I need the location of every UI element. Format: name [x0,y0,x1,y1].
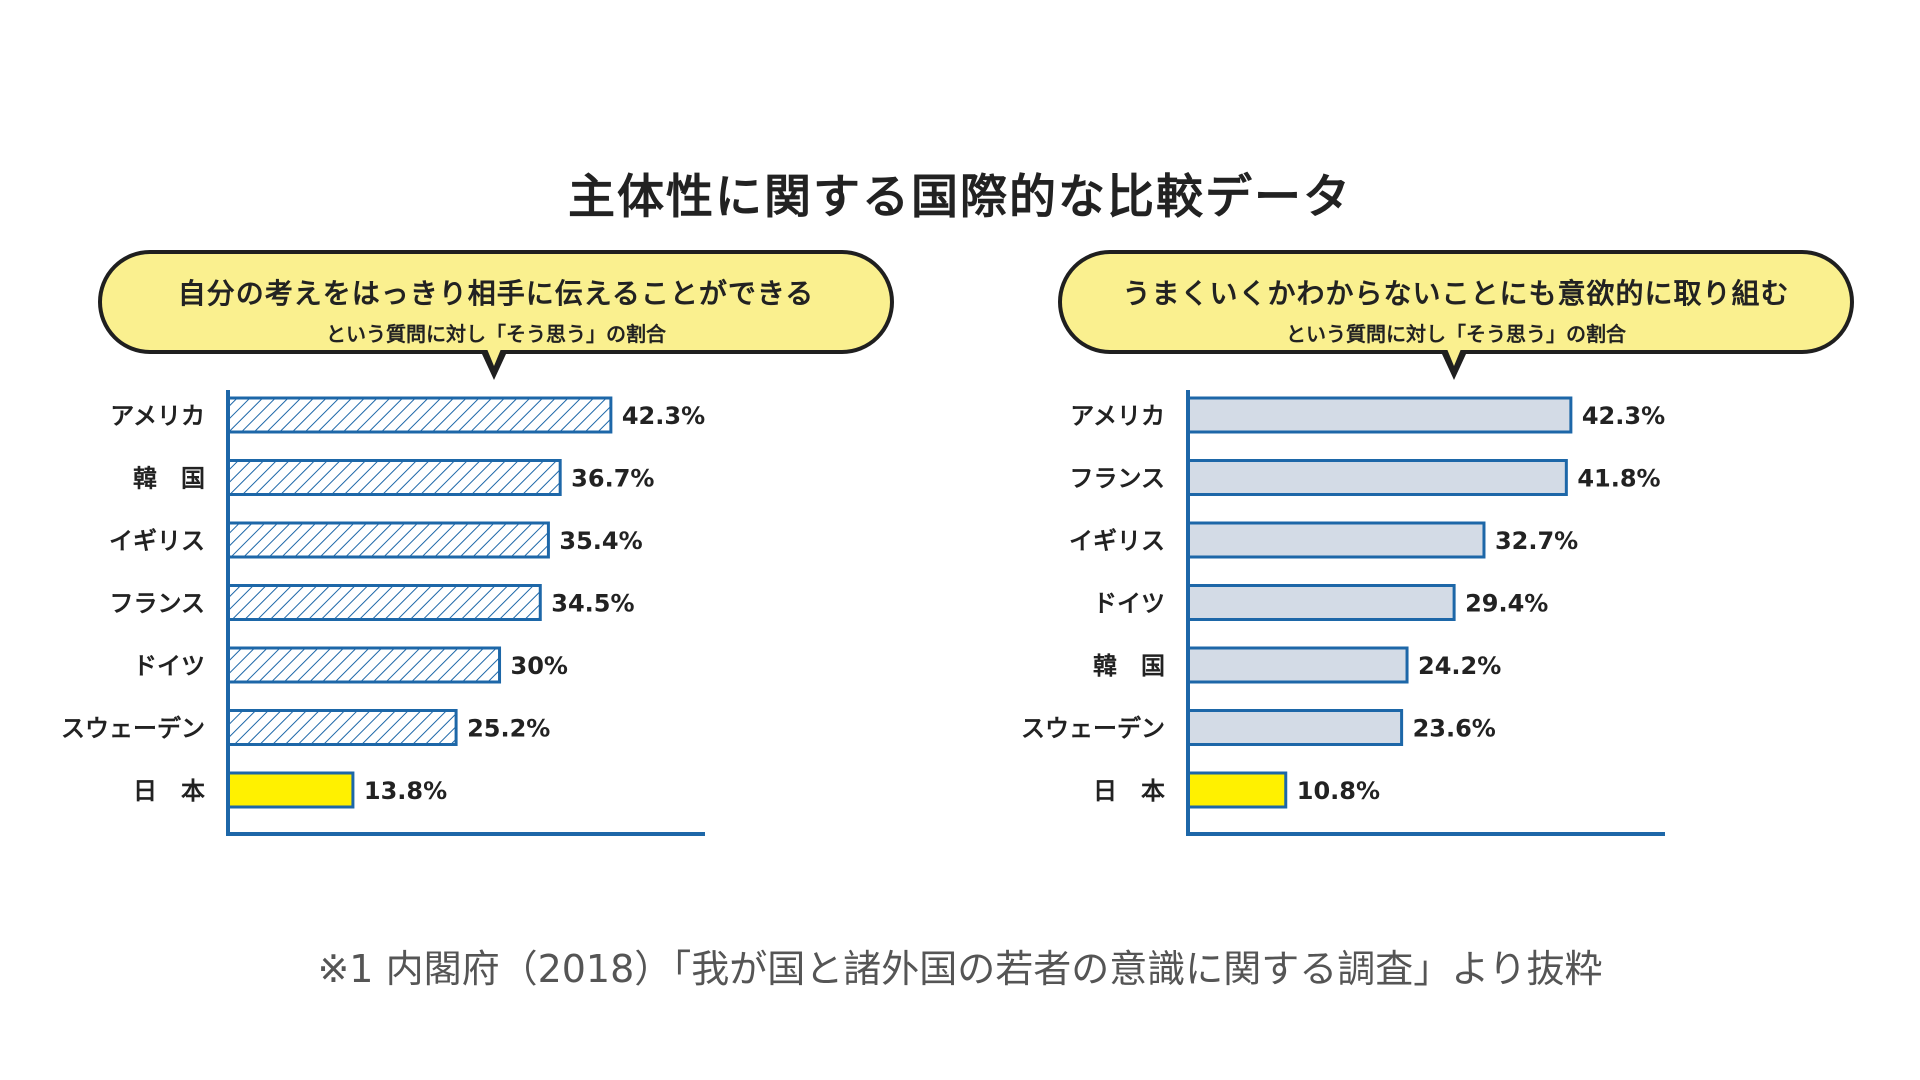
right-question-subtitle: という質問に対し「そう思う」の割合 [1286,322,1626,346]
right-bar-6 [1186,771,1288,809]
left-category-label-1: 韓 国 [133,465,205,493]
right-category-label-0: アメリカ [1070,402,1165,430]
left-question-subtitle: という質問に対し「そう思う」の割合 [326,322,666,346]
left-question-title: 自分の考えをはっきり相手に伝えることができる [177,277,815,310]
right-bar-chart: アメリカ 42.3% フランス 41.8% イギリス 32.7% ドイツ 29.4% 韓 国 24… [1021,390,1665,836]
left-bar-5 [226,709,458,746]
left-category-label-6: 日 本 [133,777,205,805]
right-category-label-4: 韓 国 [1093,652,1165,680]
right-value-label-5: 23.6% [1413,715,1496,743]
left-question-bubble: 自分の考えをはっきり相手に伝えることができる という質問に対し「そう思う」の割合 [98,250,894,354]
right-value-label-2: 32.7% [1495,527,1578,555]
right-question-title: うまくいくかわからないことにも意欲的に取り組む [1122,277,1790,310]
left-category-label-5: スウェーデン [61,715,205,743]
right-question-bubble: うまくいくかわからないことにも意欲的に取り組む という質問に対し「そう思う」の割… [1058,250,1854,354]
right-category-label-5: スウェーデン [1021,715,1165,743]
left-category-label-3: フランス [109,590,205,618]
right-value-label-0: 42.3% [1582,402,1665,430]
left-bubble-tail [482,349,506,380]
right-bar-4 [1186,646,1409,684]
left-value-label-6: 13.8% [364,777,447,805]
left-category-label-2: イギリス [109,527,205,555]
right-bar-1 [1186,459,1568,496]
right-value-label-6: 10.8% [1297,777,1380,805]
right-category-label-1: フランス [1069,465,1165,493]
right-category-label-3: ドイツ [1093,590,1165,618]
left-category-label-0: アメリカ [110,402,205,430]
right-bubble-tail [1442,349,1466,380]
right-bar-2 [1186,521,1486,559]
right-bar-0 [1186,396,1573,434]
left-value-label-5: 25.2% [467,715,550,743]
right-bar-5 [1186,709,1404,746]
left-bar-1 [226,459,562,496]
right-category-label-2: イギリス [1069,527,1165,555]
left-bar-0 [226,396,613,434]
left-bar-3 [226,584,542,621]
right-value-label-1: 41.8% [1577,465,1660,493]
left-value-label-4: 30% [511,652,568,680]
right-bar-3 [1186,584,1456,621]
left-bar-4 [226,646,502,684]
left-value-label-2: 35.4% [559,527,642,555]
left-value-label-0: 42.3% [622,402,705,430]
left-value-label-3: 34.5% [551,590,634,618]
source-footnote: ※1 内閣府（2018）「我が国と諸外国の若者の意識に関する調査」より抜粋 [317,947,1603,991]
left-value-label-1: 36.7% [571,465,654,493]
left-bar-chart: アメリカ 42.3% 韓 国 36.7% イギリス 35.4% フランス 34.5% ドイツ 30… [61,390,705,836]
left-bar-6 [226,771,355,809]
main-title: 主体性に関する国際的な比較データ [568,170,1352,225]
left-bar-2 [226,521,550,559]
right-value-label-3: 29.4% [1465,590,1548,618]
right-category-label-6: 日 本 [1093,777,1165,805]
left-category-label-4: ドイツ [133,652,205,680]
right-value-label-4: 24.2% [1418,652,1501,680]
